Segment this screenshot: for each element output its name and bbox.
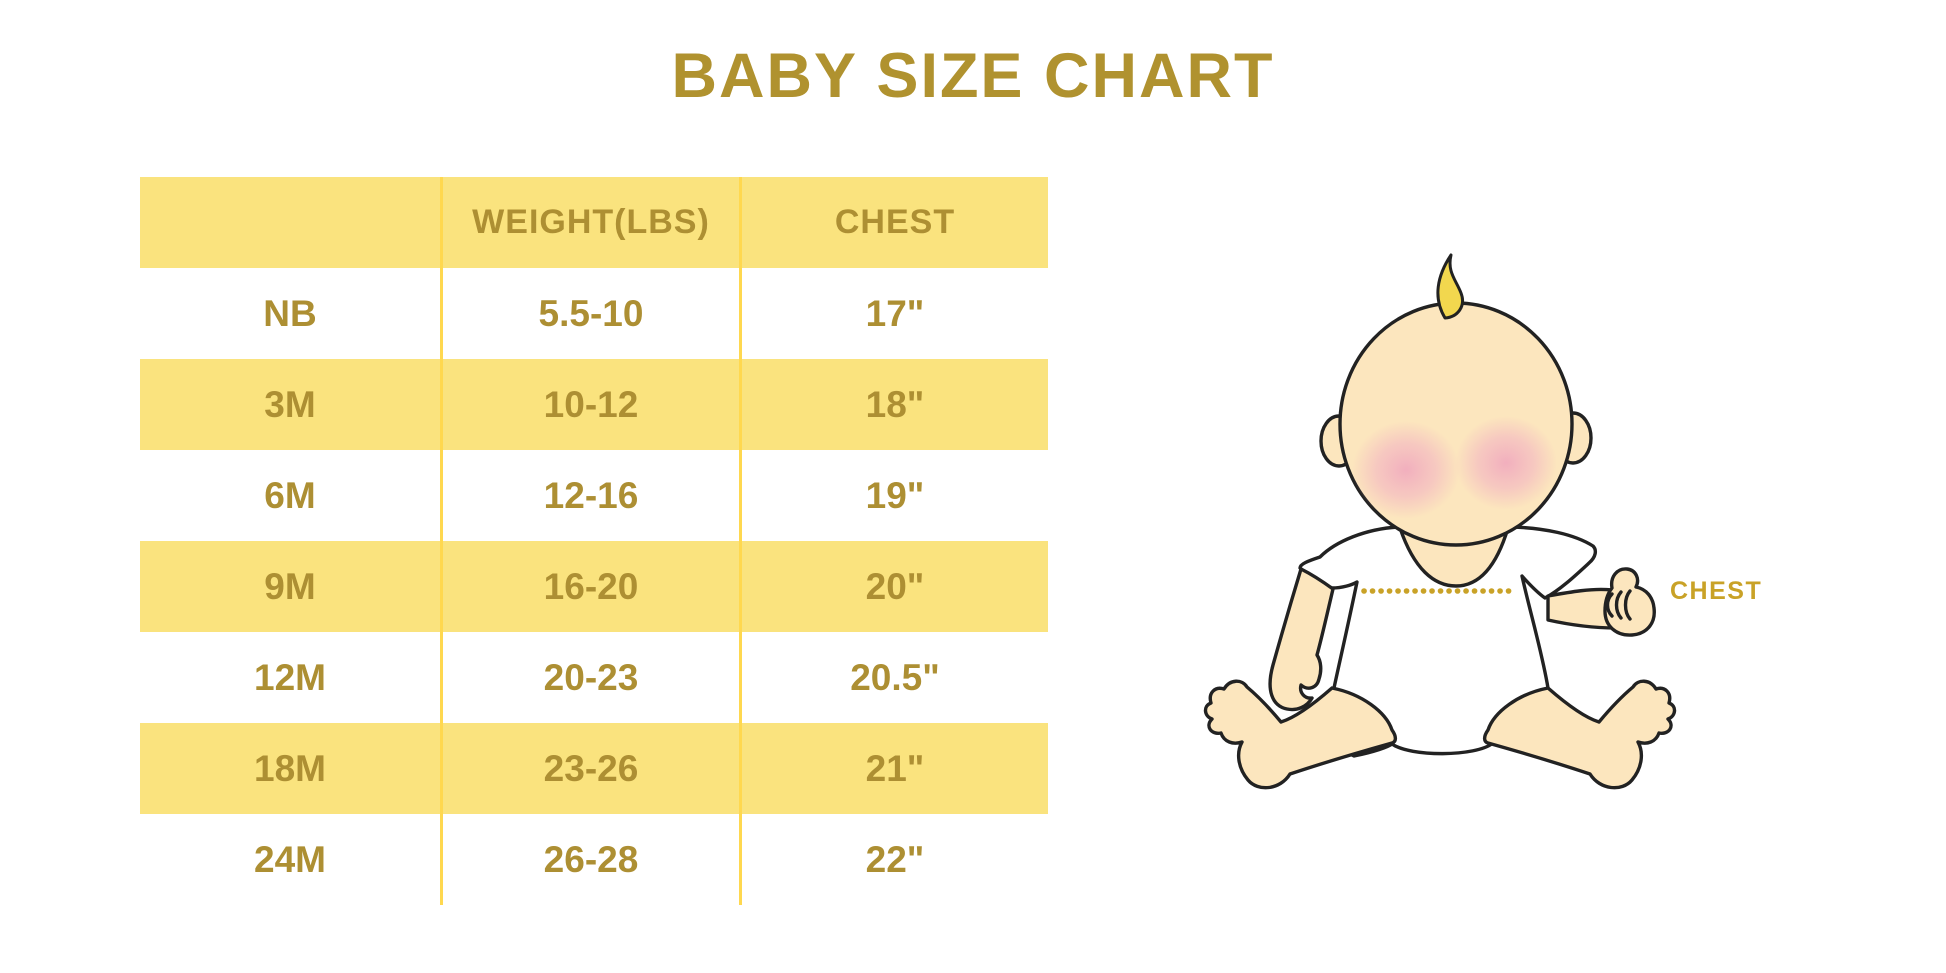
table-row: 12M 20-23 20.5" <box>140 632 1048 723</box>
table-row: 3M 10-12 18" <box>140 359 1048 450</box>
size-cell: NB <box>263 292 317 334</box>
chest-cell: 21" <box>865 747 925 789</box>
baby-arm-left <box>1268 567 1335 712</box>
blush-right <box>1455 416 1557 510</box>
size-cell: 3M <box>264 383 316 425</box>
weight-cell: 12-16 <box>440 450 742 541</box>
weight-cell: 5.5-10 <box>440 268 742 359</box>
size-cell: 9M <box>264 565 316 607</box>
weight-cell: 23-26 <box>440 723 742 814</box>
table-row: 9M 16-20 20" <box>140 541 1048 632</box>
column-header-chest: CHEST <box>834 203 956 241</box>
size-table: WEIGHT(LBS) CHEST NB 5.5-10 17" 3M 10-12… <box>140 177 1048 905</box>
size-cell: 24M <box>254 838 326 880</box>
table-row: 6M 12-16 19" <box>140 450 1048 541</box>
chest-cell: 22" <box>865 838 925 880</box>
baby-fist <box>1603 567 1656 637</box>
size-cell: 12M <box>254 656 326 698</box>
weight-cell: 16-20 <box>440 541 742 632</box>
table-row: NB 5.5-10 17" <box>140 268 1048 359</box>
weight-cell: 26-28 <box>440 814 742 905</box>
baby-illustration <box>1203 253 1677 790</box>
chest-label: CHEST <box>1670 577 1763 605</box>
chest-cell: 18" <box>865 383 925 425</box>
chest-cell: 19" <box>865 474 925 516</box>
chest-cell: 17" <box>865 292 925 334</box>
page-title: BABY SIZE CHART <box>671 41 1275 111</box>
blush-left <box>1352 421 1460 519</box>
column-header-weight: WEIGHT(LBS) <box>440 177 742 268</box>
table-row: 18M 23-26 21" <box>140 723 1048 814</box>
chest-cell: 20.5" <box>850 656 940 698</box>
baby-hair-tuft-icon <box>1436 253 1464 320</box>
chest-cell: 20" <box>865 565 925 607</box>
size-cell: 6M <box>264 474 316 516</box>
weight-cell: 10-12 <box>440 359 742 450</box>
weight-cell: 20-23 <box>440 632 742 723</box>
table-header-row: WEIGHT(LBS) CHEST <box>140 177 1048 268</box>
table-row: 24M 26-28 22" <box>140 814 1048 905</box>
column-header-size <box>140 177 440 268</box>
baby-arm-right <box>1546 587 1618 630</box>
size-cell: 18M <box>254 747 326 789</box>
fist-knuckle-lines <box>1605 589 1632 621</box>
